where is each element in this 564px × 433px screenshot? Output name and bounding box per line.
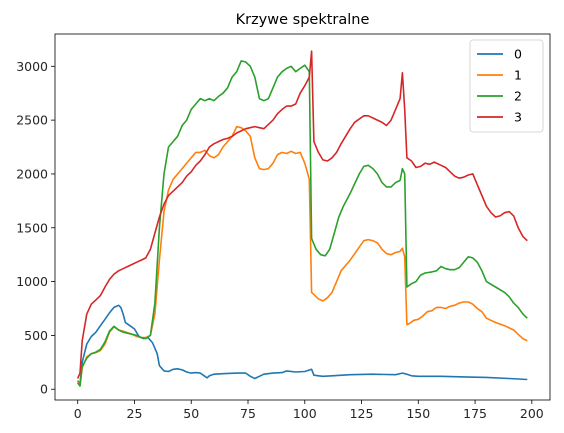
x-tick-label: 0 [74,406,82,421]
y-tick-label: 1500 [16,220,48,235]
x-tick-label: 75 [240,406,256,421]
x-axis: 0 25 50 75 100 125 150 175 200 [74,400,544,421]
x-tick-label: 100 [293,406,317,421]
x-tick-label: 50 [183,406,199,421]
y-tick-label: 3000 [16,59,48,74]
y-tick-label: 500 [24,328,48,343]
series-line-1 [77,125,528,386]
x-tick-label: 150 [406,406,430,421]
legend: 0 1 2 3 [469,39,544,133]
y-tick-label: 1000 [16,274,48,289]
series-line-3 [76,50,528,379]
x-tick-label: 125 [350,406,374,421]
y-axis: 0 500 1000 1500 2000 2500 3000 [16,59,55,397]
legend-label-2: 2 [514,89,522,104]
y-tick-label: 2500 [16,113,48,128]
y-tick-label: 2000 [16,166,48,181]
legend-box [469,39,544,133]
chart-title: Krzywe spektralne [236,12,370,28]
plot-frame [54,33,551,401]
series-line-0 [77,304,528,385]
series-line-2 [77,60,528,387]
x-tick-label: 200 [520,406,544,421]
legend-label-1: 1 [514,68,522,83]
legend-label-3: 3 [514,110,522,125]
legend-label-0: 0 [514,47,522,62]
x-tick-label: 175 [463,406,487,421]
series-layer [76,50,528,387]
y-tick-label: 0 [40,382,48,397]
x-tick-label: 25 [127,406,143,421]
